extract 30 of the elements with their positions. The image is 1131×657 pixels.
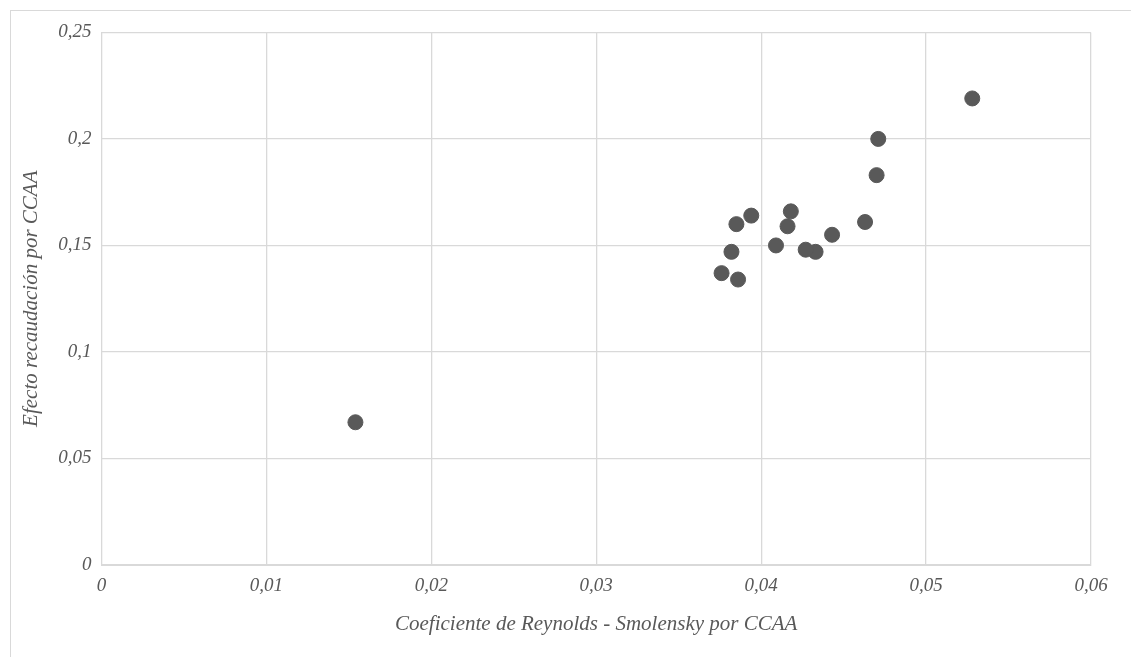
- y-tick-label: 0,2: [67, 126, 92, 148]
- point: [347, 414, 364, 431]
- x-tick-label: 0,01: [249, 574, 283, 596]
- x-axis-title: Coeficiente de Reynolds - Smolensky por CCAA: [395, 610, 798, 635]
- y-tick-label: 0,1: [67, 339, 92, 361]
- point: [868, 167, 885, 184]
- x-tick-label: 0,02: [414, 574, 449, 596]
- point: [782, 203, 799, 220]
- point: [824, 226, 841, 243]
- y-tick-label: 0,15: [58, 233, 92, 255]
- point: [767, 237, 784, 254]
- y-axis-title: Efecto recaudación por CCAA: [18, 170, 43, 428]
- y-tick-label: 0: [81, 553, 92, 574]
- point: [713, 265, 730, 282]
- x-tick-label: 0,06: [1074, 574, 1109, 596]
- x-tick-label: 0,05: [909, 574, 943, 596]
- point: [964, 90, 981, 107]
- y-tick-label: 0,25: [58, 20, 92, 42]
- point: [728, 216, 745, 233]
- y-tick-label: 0,05: [58, 446, 92, 468]
- point: [779, 218, 796, 235]
- point: [857, 214, 874, 231]
- point: [743, 207, 760, 224]
- point: [797, 241, 814, 258]
- point: [870, 130, 887, 147]
- point: [730, 271, 747, 288]
- point: [723, 243, 740, 260]
- x-tick-label: 0: [96, 574, 107, 596]
- x-tick-label: 0,04: [744, 574, 779, 596]
- x-tick-label: 0,03: [579, 574, 613, 596]
